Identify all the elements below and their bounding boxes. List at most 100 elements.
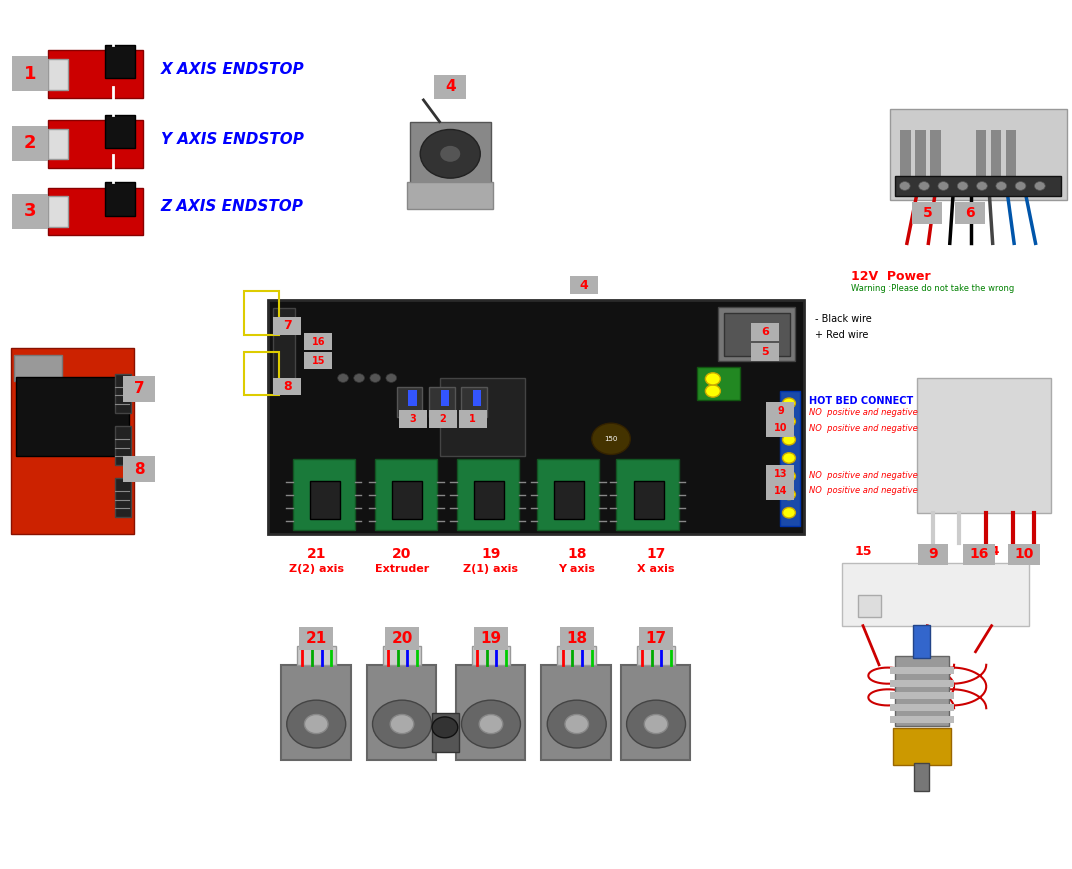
Text: - Black wire: - Black wire <box>815 314 872 324</box>
Circle shape <box>977 182 987 190</box>
Text: 13: 13 <box>919 546 936 558</box>
FancyBboxPatch shape <box>780 391 800 526</box>
FancyBboxPatch shape <box>429 387 455 417</box>
FancyBboxPatch shape <box>751 343 779 361</box>
FancyBboxPatch shape <box>441 390 449 406</box>
Text: + Red wire: + Red wire <box>815 329 868 340</box>
FancyBboxPatch shape <box>304 333 332 350</box>
FancyBboxPatch shape <box>310 481 340 519</box>
FancyBboxPatch shape <box>554 481 584 519</box>
Circle shape <box>783 434 795 445</box>
Text: 14: 14 <box>983 546 1000 558</box>
FancyBboxPatch shape <box>842 563 1029 626</box>
FancyBboxPatch shape <box>751 323 779 341</box>
Text: 12V  Power: 12V Power <box>851 270 930 282</box>
FancyBboxPatch shape <box>383 646 421 665</box>
Text: Z(2) axis: Z(2) axis <box>288 564 344 574</box>
FancyBboxPatch shape <box>634 481 664 519</box>
FancyBboxPatch shape <box>890 667 954 674</box>
FancyBboxPatch shape <box>900 130 911 178</box>
Circle shape <box>996 182 1007 190</box>
FancyBboxPatch shape <box>639 627 673 650</box>
Circle shape <box>338 374 348 382</box>
FancyBboxPatch shape <box>718 307 795 361</box>
Circle shape <box>783 398 795 408</box>
FancyBboxPatch shape <box>766 402 794 420</box>
FancyBboxPatch shape <box>48 50 143 98</box>
FancyBboxPatch shape <box>955 202 985 223</box>
FancyBboxPatch shape <box>407 182 493 209</box>
FancyBboxPatch shape <box>432 713 459 752</box>
FancyBboxPatch shape <box>890 716 954 723</box>
Circle shape <box>354 374 364 382</box>
Text: 21: 21 <box>307 547 326 561</box>
FancyBboxPatch shape <box>915 130 926 178</box>
Text: X AXIS ENDSTOP: X AXIS ENDSTOP <box>161 62 304 77</box>
Text: 15: 15 <box>312 355 325 366</box>
FancyBboxPatch shape <box>429 410 457 428</box>
Text: 20: 20 <box>392 547 412 561</box>
FancyBboxPatch shape <box>893 728 951 765</box>
Circle shape <box>783 453 795 463</box>
FancyBboxPatch shape <box>273 378 301 395</box>
FancyBboxPatch shape <box>473 390 481 406</box>
FancyBboxPatch shape <box>621 665 690 760</box>
Circle shape <box>957 182 968 190</box>
FancyBboxPatch shape <box>281 665 351 760</box>
FancyBboxPatch shape <box>299 627 333 650</box>
FancyBboxPatch shape <box>304 352 332 369</box>
Text: 4: 4 <box>445 79 456 95</box>
FancyBboxPatch shape <box>268 300 804 534</box>
FancyBboxPatch shape <box>385 627 419 650</box>
Text: 14: 14 <box>774 486 787 496</box>
Circle shape <box>1034 182 1045 190</box>
FancyBboxPatch shape <box>123 456 155 482</box>
FancyBboxPatch shape <box>930 130 941 178</box>
FancyBboxPatch shape <box>375 459 437 530</box>
FancyBboxPatch shape <box>895 656 949 726</box>
Circle shape <box>899 182 910 190</box>
Text: 2: 2 <box>24 135 36 152</box>
Text: 6: 6 <box>966 206 974 220</box>
FancyBboxPatch shape <box>724 313 790 356</box>
FancyBboxPatch shape <box>541 665 611 760</box>
Text: NO  positive and negative: NO positive and negative <box>809 408 918 417</box>
FancyBboxPatch shape <box>14 355 62 381</box>
Text: Y axis: Y axis <box>559 564 595 574</box>
FancyBboxPatch shape <box>1008 544 1040 566</box>
Text: NO  positive and negative: NO positive and negative <box>809 424 918 433</box>
FancyBboxPatch shape <box>457 459 519 530</box>
Text: Extruder: Extruder <box>375 564 429 574</box>
Text: 9: 9 <box>928 547 937 561</box>
Text: 3: 3 <box>24 202 36 220</box>
Circle shape <box>286 700 345 748</box>
FancyBboxPatch shape <box>766 465 794 482</box>
FancyBboxPatch shape <box>890 109 1067 200</box>
FancyBboxPatch shape <box>890 704 954 711</box>
Text: 6: 6 <box>761 327 770 337</box>
FancyBboxPatch shape <box>918 544 948 566</box>
FancyBboxPatch shape <box>616 459 679 530</box>
FancyBboxPatch shape <box>105 182 135 216</box>
FancyBboxPatch shape <box>115 478 131 517</box>
FancyBboxPatch shape <box>12 126 48 161</box>
Circle shape <box>373 700 431 748</box>
Circle shape <box>461 700 521 748</box>
FancyBboxPatch shape <box>297 646 336 665</box>
FancyBboxPatch shape <box>991 130 1001 178</box>
FancyBboxPatch shape <box>474 627 508 650</box>
Text: 10: 10 <box>774 423 787 434</box>
Circle shape <box>440 145 461 163</box>
Circle shape <box>479 714 503 733</box>
Circle shape <box>783 416 795 427</box>
Text: Warning :Please do not take the wrong: Warning :Please do not take the wrong <box>851 284 1014 293</box>
FancyBboxPatch shape <box>123 375 155 401</box>
FancyBboxPatch shape <box>570 276 598 294</box>
Circle shape <box>919 182 929 190</box>
Text: 8: 8 <box>134 461 145 476</box>
FancyBboxPatch shape <box>115 426 131 465</box>
FancyBboxPatch shape <box>273 308 295 391</box>
FancyBboxPatch shape <box>472 646 510 665</box>
FancyBboxPatch shape <box>963 544 995 566</box>
FancyBboxPatch shape <box>697 367 740 400</box>
